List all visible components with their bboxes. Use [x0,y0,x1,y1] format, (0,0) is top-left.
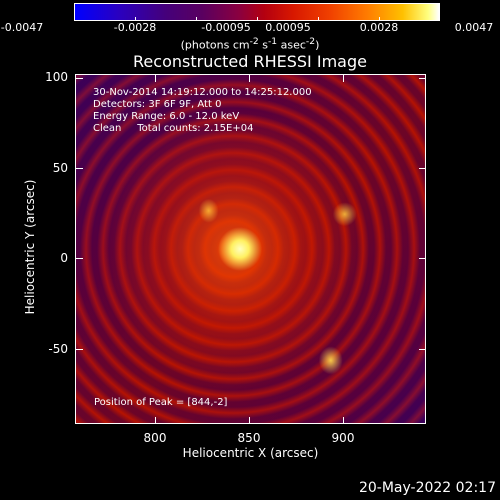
x-tickmark [249,417,250,424]
y-axis-label: Heliocentric Y (arcsec) [23,179,37,315]
x-tickmark [155,417,156,424]
x-tickmark [343,417,344,424]
colorbar-tick-label: 0.0047 [454,21,494,34]
datestamp: 20-May-2022 02:17 [358,480,496,496]
colorbar-tickmark [135,17,136,21]
y-tick-label: 0 [60,251,68,265]
colorbar-unit: (photons cm-2 s-1 asec-2) [180,36,320,52]
x-tick-label: 900 [331,431,355,445]
info-time-range: 30-Nov-2014 14:19:12.000 to 14:25:12.000 [93,87,312,98]
x-tickmark [155,75,156,82]
y-tick-label: -50 [48,342,68,356]
y-tick-label: 100 [45,70,68,84]
colorbar-tick-label: -0.00095 [201,21,251,34]
info-detectors: Detectors: 3F 6F 9F, Att 0 [93,99,222,110]
image-title: Reconstructed RHESSI Image [133,52,367,71]
y-tickmark [76,258,83,259]
x-tickmark [343,75,344,82]
colorbar-tick-label: 0.0028 [359,21,399,34]
colorbar-tick-label: 0.00095 [265,21,311,34]
colorbar-tick-label: -0.0047 [0,21,44,34]
x-tick-label: 800 [143,431,167,445]
y-tickmark [76,78,83,79]
info-total-counts: Clean Total counts: 2.15E+04 [93,123,254,134]
y-tickmark [76,349,83,350]
colorbar-tickmark [257,17,258,21]
peak-position: Position of Peak = [844,-2] [94,397,228,408]
x-axis-label: Heliocentric X (arcsec) [182,446,319,460]
x-tick-label: 850 [237,431,261,445]
colorbar-tickmark [318,17,319,21]
rhessi-image-plot [75,74,426,424]
x-tickmark [249,75,250,82]
y-tick-label: 50 [52,161,68,175]
y-tickmark [419,168,426,169]
y-tickmark [419,258,426,259]
colorbar-tickmark [379,17,380,21]
y-tickmark [419,349,426,350]
y-tickmark [419,78,426,79]
info-energy-range: Energy Range: 6.0 - 12.0 keV [93,111,240,122]
y-tickmark [76,168,83,169]
colorbar-tick-label: -0.0028 [113,21,157,34]
colorbar-tickmark [196,17,197,21]
